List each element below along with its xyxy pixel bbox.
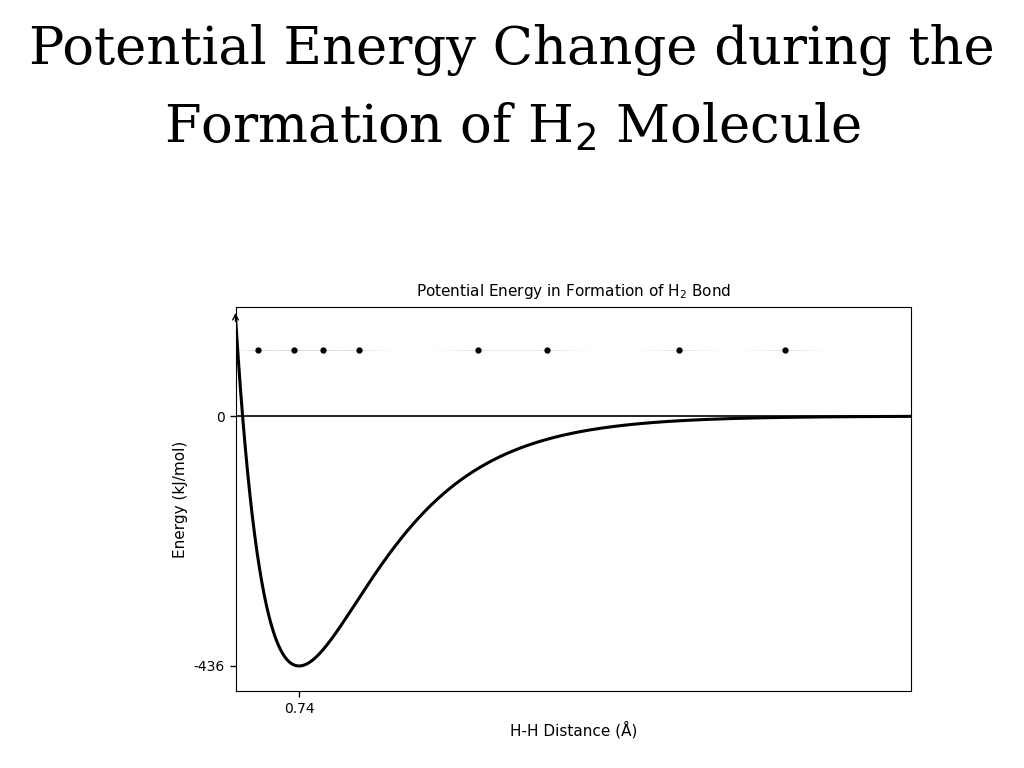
Text: Potential Energy Change during the: Potential Energy Change during the <box>29 24 995 76</box>
Y-axis label: Energy (kJ/mol): Energy (kJ/mol) <box>173 441 188 558</box>
Title: Potential Energy in Formation of H$_2$ Bond: Potential Energy in Formation of H$_2$ B… <box>416 282 731 301</box>
Text: Formation of H$_2$ Molecule: Formation of H$_2$ Molecule <box>164 101 860 153</box>
X-axis label: H-H Distance (Å): H-H Distance (Å) <box>510 721 637 739</box>
